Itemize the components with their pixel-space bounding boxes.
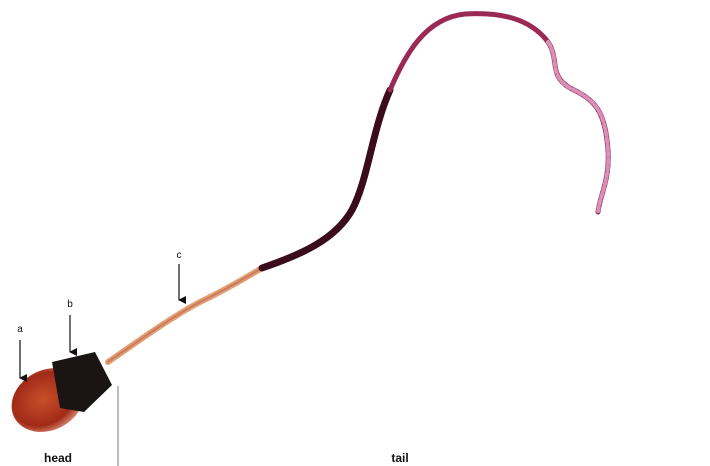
acrosome-cap bbox=[52, 352, 112, 412]
annotation-label: b bbox=[67, 299, 73, 310]
region-label: head bbox=[44, 451, 72, 465]
midpiece-core bbox=[107, 267, 263, 363]
region-label: tail bbox=[391, 451, 408, 465]
annotation-label: a bbox=[17, 324, 23, 335]
annotation-label: c bbox=[177, 250, 182, 261]
end-piece-fade bbox=[546, 40, 611, 214]
end-piece bbox=[387, 11, 611, 215]
principal-piece bbox=[258, 86, 394, 272]
